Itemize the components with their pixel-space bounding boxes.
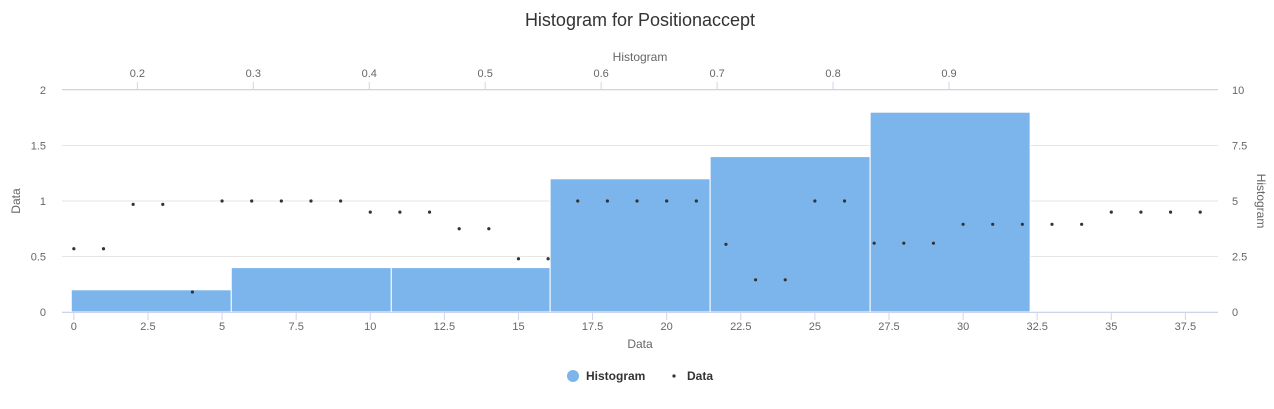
x-bottom-tick-label: 17.5 [582, 321, 603, 333]
x-top-tick-label: 0.3 [246, 68, 261, 80]
x-top-tick-label: 0.7 [709, 68, 724, 80]
data-point[interactable] [991, 222, 995, 226]
data-point[interactable] [1168, 210, 1173, 214]
data-point[interactable] [309, 199, 313, 203]
x-bottom-tick-label: 32.5 [1026, 321, 1047, 333]
histogram-bar[interactable] [70, 289, 232, 313]
y-left-tick-label: 0 [40, 307, 46, 319]
x-bottom-tick-label: 5 [219, 321, 225, 333]
data-point[interactable] [101, 247, 106, 251]
y-left-tick-label: 1.5 [31, 141, 46, 153]
y-axis-left-title: Data [9, 188, 23, 214]
data-point[interactable] [1139, 210, 1143, 214]
histogram-bar[interactable] [549, 178, 711, 313]
legend-item-histogram[interactable]: Histogram [567, 369, 645, 383]
data-point[interactable] [694, 199, 698, 203]
y-right-tick-label: 7.5 [1232, 141, 1247, 153]
data-point[interactable] [546, 257, 550, 261]
legend-item-data[interactable]: Data [672, 369, 713, 383]
data-point[interactable] [72, 247, 76, 251]
x-bottom-tick-label: 30 [957, 321, 969, 333]
x-axis-bottom-title: Data [627, 337, 653, 351]
y-right-tick-label: 5 [1232, 196, 1238, 208]
x-axis-top-title: Histogram [613, 50, 668, 64]
x-bottom-tick-label: 7.5 [289, 321, 304, 333]
x-bottom-tick-label: 20 [661, 321, 673, 333]
data-point[interactable] [487, 227, 491, 231]
y-axis-right-title: Histogram [1254, 174, 1268, 229]
data-point[interactable] [635, 199, 639, 203]
data-point[interactable] [842, 199, 847, 203]
data-point[interactable] [279, 199, 283, 203]
data-point[interactable] [161, 202, 165, 206]
data-point[interactable] [339, 199, 343, 203]
histogram-bar[interactable] [709, 156, 871, 313]
y-right-tick-label: 0 [1232, 307, 1238, 319]
data-points [72, 199, 1202, 294]
data-point[interactable] [931, 241, 936, 245]
histogram-bar[interactable] [230, 267, 392, 313]
data-point[interactable] [665, 199, 669, 203]
y-right-tick-label: 2.5 [1232, 252, 1247, 264]
data-point[interactable] [605, 199, 609, 203]
data-point[interactable] [131, 202, 135, 206]
legend-data-swatch [672, 374, 676, 378]
x-bottom-tick-label: 10 [364, 321, 376, 333]
x-top-tick-label: 0.6 [594, 68, 609, 80]
data-point[interactable] [1020, 222, 1024, 226]
x-top-tick-label: 0.8 [825, 68, 840, 80]
data-point[interactable] [872, 241, 876, 245]
data-point[interactable] [516, 257, 521, 261]
data-point[interactable] [398, 210, 402, 214]
data-point[interactable] [427, 210, 432, 214]
data-point[interactable] [1198, 210, 1202, 214]
data-point[interactable] [1050, 222, 1054, 226]
data-point[interactable] [250, 199, 254, 203]
x-bottom-tick-label: 35 [1105, 321, 1117, 333]
x-bottom-tick-label: 0 [71, 321, 77, 333]
data-point[interactable] [220, 199, 224, 203]
y-left-tick-label: 1 [40, 196, 46, 208]
histogram-bars [70, 111, 1031, 313]
data-point[interactable] [754, 278, 758, 282]
legend: Histogram Data [567, 369, 713, 383]
x-bottom-tick-label: 12.5 [434, 321, 455, 333]
legend-histogram-label: Histogram [586, 369, 645, 383]
data-point[interactable] [1109, 210, 1113, 214]
data-point[interactable] [783, 278, 787, 282]
y-right-tick-label: 10 [1232, 85, 1244, 97]
x-top-tick-label: 0.2 [130, 68, 145, 80]
legend-histogram-swatch [567, 370, 579, 382]
data-point[interactable] [724, 242, 728, 246]
x-bottom-tick-label: 27.5 [878, 321, 899, 333]
data-point[interactable] [368, 210, 372, 214]
x-bottom-tick-label: 37.5 [1175, 321, 1196, 333]
x-bottom-tick-label: 25 [809, 321, 821, 333]
data-point[interactable] [576, 199, 580, 203]
data-point[interactable] [1080, 222, 1084, 226]
legend-data-label: Data [687, 369, 713, 383]
data-point[interactable] [961, 222, 965, 226]
x-top-tick-label: 0.4 [362, 68, 377, 80]
chart-title: Histogram for Positionaccept [525, 10, 755, 30]
x-bottom-tick-label: 22.5 [730, 321, 751, 333]
data-point[interactable] [190, 290, 195, 294]
histogram-bar[interactable] [869, 111, 1031, 313]
y-left-tick-label: 0.5 [31, 252, 46, 264]
histogram-bar[interactable] [390, 267, 551, 313]
y-left-tick-label: 2 [40, 85, 46, 97]
data-point[interactable] [457, 227, 461, 231]
x-top-tick-label: 0.5 [478, 68, 493, 80]
x-bottom-tick-label: 2.5 [140, 321, 155, 333]
x-top-tick-label: 0.9 [941, 68, 956, 80]
data-point[interactable] [902, 241, 906, 245]
x-bottom-tick-label: 15 [512, 321, 524, 333]
data-point[interactable] [813, 199, 817, 203]
